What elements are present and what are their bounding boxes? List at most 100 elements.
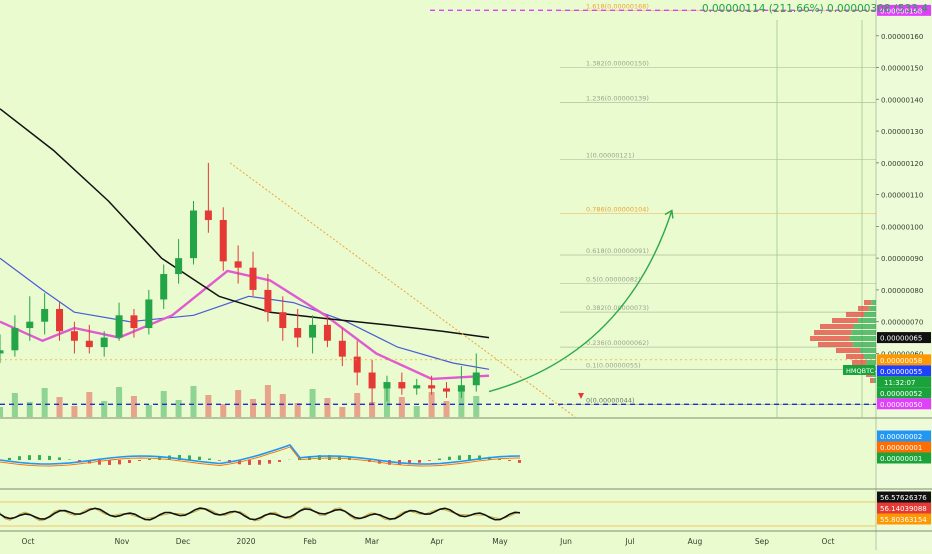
candle-body xyxy=(279,312,286,328)
volume-profile-bar xyxy=(864,300,871,305)
volume-profile-bar xyxy=(864,354,876,359)
time-axis-label: 2020 xyxy=(236,537,255,546)
candle-body xyxy=(11,328,18,350)
macd-histogram-bar xyxy=(148,459,151,460)
volume-bar xyxy=(339,407,345,417)
candle-body xyxy=(250,268,257,290)
price-badge-text: 0.00000055 xyxy=(880,368,922,376)
price-badge: 0.00000065 xyxy=(877,332,931,343)
price-badge-text: 0.00000052 xyxy=(880,390,922,398)
fib-level-label: 0.618(0.00000091) xyxy=(586,247,649,255)
rsi-badge: 56.14039088 xyxy=(877,503,931,514)
candle-body xyxy=(86,341,93,347)
candle-body xyxy=(41,309,48,322)
volume-bar xyxy=(220,404,226,417)
macd-histogram-bar xyxy=(268,460,271,464)
macd-badge-text: 0.00000002 xyxy=(880,433,922,441)
time-axis-label: May xyxy=(492,537,508,546)
macd-histogram-bar xyxy=(438,459,441,460)
macd-histogram-bar xyxy=(38,455,41,460)
candle-body xyxy=(0,350,4,353)
price-badge: 0.00000052 xyxy=(877,387,931,398)
macd-badge: 0.00000001 xyxy=(877,453,931,464)
candle[interactable] xyxy=(190,201,197,265)
fib-level-label: 0(0.00000044) xyxy=(586,396,635,404)
volume-bar xyxy=(57,397,63,417)
candle-body xyxy=(428,385,435,388)
macd-histogram-bar xyxy=(258,460,261,465)
candle-body xyxy=(190,211,197,259)
rsi-badge: 56.57626376 xyxy=(877,492,931,503)
volume-bar xyxy=(101,401,107,417)
candle-body xyxy=(101,338,108,348)
fib-level-label: 0.236(0.00000062) xyxy=(586,339,649,347)
volume-profile-bar xyxy=(858,318,876,323)
volume-bar xyxy=(250,399,256,417)
fib-level-label: 1.236(0.00000139) xyxy=(586,94,649,102)
pair-label: HMQBTC xyxy=(843,365,875,375)
candle-body xyxy=(56,309,63,331)
time-axis-label: Sep xyxy=(755,537,769,546)
time-axis-label: Feb xyxy=(303,537,317,546)
volume-bar xyxy=(354,393,360,417)
volume-profile-bar xyxy=(820,324,854,329)
volume-bar xyxy=(12,393,18,417)
volume-profile-bar xyxy=(846,312,864,317)
volume-bar xyxy=(235,390,241,417)
pair-label-text: HMQBTC xyxy=(846,367,875,375)
time-axis-label: Jun xyxy=(559,537,572,546)
candle-body xyxy=(130,315,137,328)
time-axis-label: Oct xyxy=(822,537,835,546)
macd-histogram-bar xyxy=(28,455,31,460)
price-axis-label: 0.00000160 xyxy=(881,33,923,41)
volume-profile-bar xyxy=(874,378,876,383)
time-axis-label: Apr xyxy=(431,537,445,546)
volume-bar xyxy=(310,389,316,417)
macd-histogram-bar xyxy=(518,460,521,463)
volume-profile-bar xyxy=(850,336,876,341)
price-axis-label: 0.00000140 xyxy=(881,96,923,104)
macd-histogram-bar xyxy=(108,460,111,465)
volume-profile-bar xyxy=(818,342,853,347)
volume-bar xyxy=(42,388,48,417)
price-axis-panel xyxy=(876,0,932,550)
time-axis-label: Jul xyxy=(624,537,634,546)
fib-level-label: 0.5(0.00000082) xyxy=(586,276,641,284)
volume-bar xyxy=(265,385,271,417)
macd-badge-text: 0.00000001 xyxy=(880,455,922,463)
countdown-badge: 11:32:07 xyxy=(877,377,931,387)
volume-bar xyxy=(176,400,182,417)
macd-badge: 0.00000001 xyxy=(877,442,931,453)
candle-body xyxy=(309,325,316,338)
candle-body xyxy=(71,331,78,341)
price-badge-text: 0.00000065 xyxy=(880,335,922,343)
macd-badge-text: 0.00000001 xyxy=(880,444,922,452)
macd-histogram-bar xyxy=(18,456,21,460)
macd-histogram-bar xyxy=(58,457,61,460)
price-axis-label: 0.00000150 xyxy=(881,65,923,73)
time-axis-label: Dec xyxy=(176,537,191,546)
volume-profile-bar xyxy=(852,360,866,365)
volume-profile-bar xyxy=(846,354,864,359)
volume-bar xyxy=(473,396,479,417)
macd-histogram-bar xyxy=(508,460,511,461)
candle-body xyxy=(339,341,346,357)
macd-histogram-bar xyxy=(198,457,201,460)
volume-profile-bar xyxy=(858,306,869,311)
price-axis-label: 0.00000090 xyxy=(881,255,923,263)
fib-level-label: 1(0.00000121) xyxy=(586,152,635,160)
candle-body xyxy=(116,315,123,337)
macd-badge: 0.00000002 xyxy=(877,431,931,442)
candle-body xyxy=(294,328,301,338)
macd-histogram-bar xyxy=(208,459,211,460)
price-axis-label: 0.00000070 xyxy=(881,319,923,327)
candle-body xyxy=(264,290,271,312)
time-axis-label: Nov xyxy=(115,537,130,546)
candle-body xyxy=(458,385,465,391)
candle-body xyxy=(205,211,212,221)
volume-profile-bar xyxy=(836,348,860,353)
price-axis-label: 0.00000110 xyxy=(881,192,923,200)
candle-body xyxy=(398,382,405,388)
price-axis-label: 0.00000130 xyxy=(881,128,923,136)
